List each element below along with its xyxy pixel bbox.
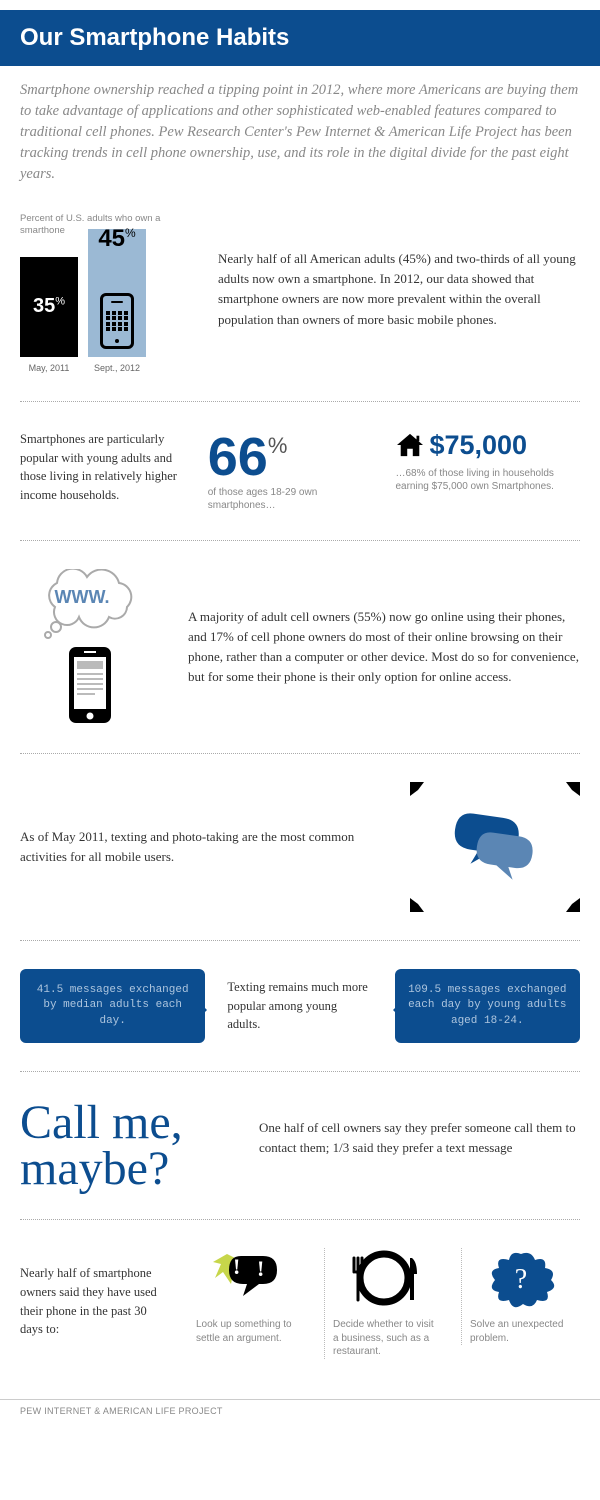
thought-cloud-icon: WWW. [30, 569, 150, 639]
stat-66: 66% [208, 430, 376, 484]
restaurant-icon [344, 1248, 424, 1312]
header-bar: Our Smartphone Habits [0, 10, 600, 66]
use-problem-label: Solve an unexpected problem. [470, 1318, 572, 1345]
section-demographics: Smartphones are particularly popular wit… [0, 430, 600, 512]
bar-2011-label: May, 2011 [29, 363, 70, 373]
ownership-chart: Percent of U.S. adults who own a smartho… [20, 213, 190, 373]
section-uses: Nearly half of smartphone owners said th… [0, 1248, 600, 1359]
activities-text: As of May 2011, texting and photo-taking… [20, 827, 382, 866]
house-icon [395, 432, 425, 458]
footer: PEW INTERNET & AMERICAN LIFE PROJECT [0, 1399, 600, 1432]
photo-frame [410, 782, 580, 912]
section-callme: Call me,maybe? One half of cell owners s… [0, 1100, 600, 1191]
callme-headline: Call me,maybe? [20, 1100, 235, 1191]
section-online: WWW. A majority of adult cell owners (55… [0, 569, 600, 725]
use-argument: ! ! Look up something to settle an argum… [188, 1248, 306, 1345]
svg-text:?: ? [515, 1264, 527, 1295]
use-restaurant-label: Decide whether to visit a business, such… [333, 1318, 435, 1359]
section-texting: 41.5 messages exchanged by median adults… [0, 969, 600, 1043]
svg-text:WWW.: WWW. [55, 587, 110, 607]
stat-75k-sub: …68% of those living in households earni… [395, 467, 580, 493]
page-title: Our Smartphone Habits [20, 24, 580, 52]
problem-icon: ? [481, 1248, 561, 1312]
use-argument-label: Look up something to settle an argument. [196, 1318, 298, 1345]
chat-bubbles-icon [440, 800, 550, 893]
argument-icon: ! ! [207, 1248, 287, 1312]
uses-lead: Nearly half of smartphone owners said th… [20, 1248, 170, 1339]
bar-2011: 35% [20, 257, 78, 357]
divider [20, 1219, 580, 1220]
demo-left-text: Smartphones are particularly popular wit… [20, 430, 188, 505]
bar-2012: 45% [88, 229, 146, 357]
bar-2012-label: Sept., 2012 [94, 363, 140, 373]
divider [20, 1071, 580, 1072]
bubble-young: 109.5 messages exchanged each day by you… [395, 969, 580, 1043]
divider [20, 940, 580, 941]
section-ownership: Percent of U.S. adults who own a smartho… [0, 213, 600, 373]
divider [20, 753, 580, 754]
online-text: A majority of adult cell owners (55%) no… [188, 607, 580, 688]
texting-mid-text: Texting remains much more popular among … [221, 978, 378, 1034]
stat-75k: $75,000 [429, 430, 527, 461]
smartphone-icon [100, 293, 134, 349]
bubble-median: 41.5 messages exchanged by median adults… [20, 969, 205, 1043]
use-problem: ? Solve an unexpected problem. [461, 1248, 580, 1345]
divider [20, 401, 580, 402]
section-activities: As of May 2011, texting and photo-taking… [0, 782, 600, 912]
svg-text:!: ! [257, 1256, 264, 1281]
callme-text: One half of cell owners say they prefer … [259, 1100, 580, 1158]
intro-text: Smartphone ownership reached a tipping p… [0, 66, 600, 213]
stat-66-sub: of those ages 18-29 own smartphones… [208, 486, 376, 512]
use-restaurant: Decide whether to visit a business, such… [324, 1248, 443, 1359]
ownership-text: Nearly half of all American adults (45%)… [218, 213, 580, 330]
svg-text:!: ! [233, 1254, 240, 1279]
phone-browse-icon [65, 645, 115, 725]
divider [20, 540, 580, 541]
